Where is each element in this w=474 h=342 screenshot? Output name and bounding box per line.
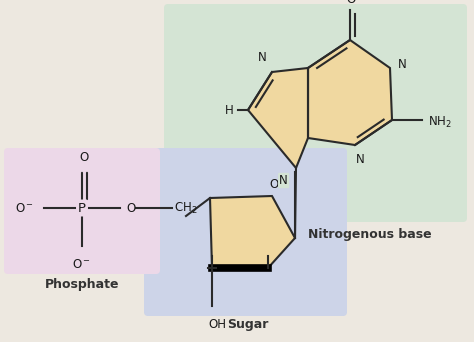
Polygon shape — [308, 40, 392, 145]
Text: O: O — [346, 0, 356, 6]
FancyBboxPatch shape — [144, 148, 347, 316]
Polygon shape — [210, 196, 295, 268]
Text: H: H — [225, 104, 234, 117]
Text: O$^-$: O$^-$ — [15, 201, 34, 214]
FancyBboxPatch shape — [164, 4, 467, 222]
Text: O: O — [79, 151, 89, 164]
Text: N: N — [279, 174, 288, 187]
Text: O: O — [269, 177, 279, 190]
Text: CH$_2$: CH$_2$ — [174, 200, 198, 215]
Text: Sugar: Sugar — [228, 318, 269, 331]
Text: N: N — [258, 51, 267, 64]
Text: Nitrogenous base: Nitrogenous base — [308, 228, 432, 241]
Text: N: N — [356, 153, 365, 166]
Text: N: N — [398, 57, 407, 70]
Text: O$^-$: O$^-$ — [73, 258, 91, 271]
Text: NH$_2$: NH$_2$ — [428, 115, 452, 130]
FancyBboxPatch shape — [4, 148, 160, 274]
Text: O: O — [126, 201, 135, 214]
Text: OH: OH — [208, 318, 226, 331]
Text: P: P — [78, 201, 86, 214]
Polygon shape — [248, 68, 308, 168]
Text: Phosphate: Phosphate — [45, 278, 119, 291]
